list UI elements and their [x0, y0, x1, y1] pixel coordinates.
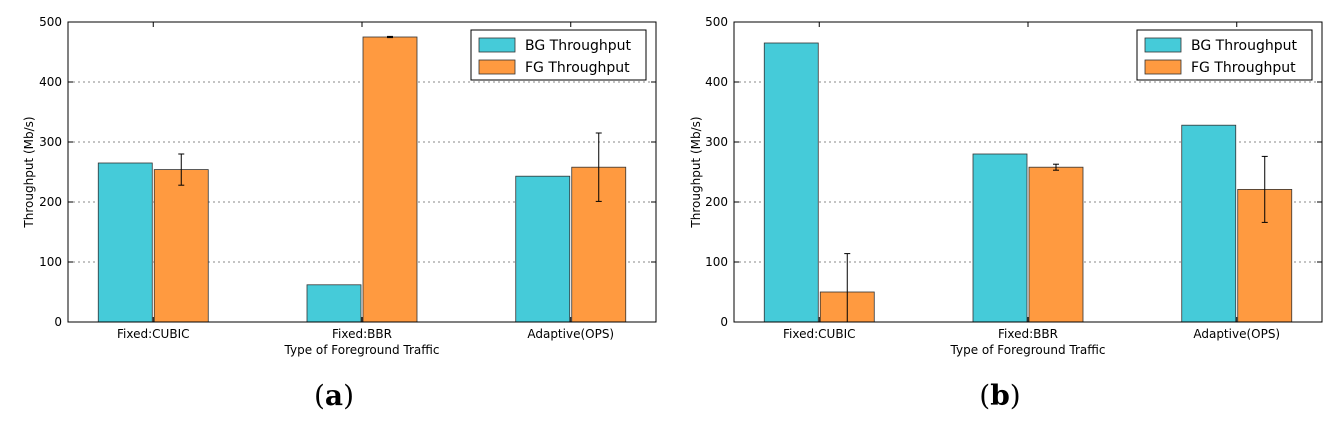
bar-bg-throughput — [1181, 124, 1237, 323]
bar-bg-throughput — [763, 42, 819, 323]
y-tick-label: 400 — [39, 75, 62, 89]
x-axis-label: Type of Foreground Traffic — [950, 343, 1106, 357]
caption-close-paren: ) — [1010, 379, 1021, 412]
y-tick-label: 200 — [705, 195, 728, 209]
y-tick-label: 300 — [39, 135, 62, 149]
x-tick-label: Fixed:BBR — [998, 327, 1058, 341]
bar-fg-throughput — [362, 36, 418, 323]
bar-bg-throughput — [306, 284, 362, 323]
caption-open-paren: ( — [314, 379, 325, 412]
x-tick-label: Fixed:BBR — [332, 327, 392, 341]
bar-fg-throughput — [1028, 166, 1084, 323]
x-tick-label: Fixed:CUBIC — [783, 327, 855, 341]
y-tick-label: 300 — [705, 135, 728, 149]
panel-caption: (a) — [314, 379, 354, 412]
y-tick-label: 400 — [705, 75, 728, 89]
caption-panel-letter: b — [990, 379, 1010, 412]
bar-bg-throughput — [97, 162, 153, 323]
y-tick-label: 100 — [705, 255, 728, 269]
legend-swatch-fg — [1144, 59, 1182, 75]
legend-label-bg: BG Throughput — [1191, 38, 1297, 54]
y-axis-label: Throughput (Mb/s) — [22, 116, 36, 228]
y-tick-label: 200 — [39, 195, 62, 209]
legend-swatch-bg — [478, 37, 516, 53]
y-tick-label: 500 — [39, 15, 62, 29]
caption-panel-letter: a — [325, 379, 343, 412]
bar-fg-throughput — [153, 169, 209, 323]
plot-frame — [733, 21, 1323, 323]
legend-swatch-bg — [1144, 37, 1182, 53]
panel-caption: (b) — [979, 379, 1020, 412]
y-axis-label: Throughput (Mb/s) — [689, 116, 703, 228]
y-tick-label: 0 — [720, 315, 728, 329]
y-tick-label: 0 — [54, 315, 62, 329]
x-tick-label: Fixed:CUBIC — [117, 327, 189, 341]
x-tick-label: Adaptive(OPS) — [527, 327, 614, 341]
bar-bg-throughput — [515, 175, 571, 323]
plot-frame — [67, 21, 657, 323]
legend-label-bg: BG Throughput — [525, 38, 631, 54]
x-tick-label: Adaptive(OPS) — [1193, 327, 1280, 341]
chart-panel-a: 0 100 200 300 400 500 Fixed:CUBIC Fixed:BBR Adap… — [22, 15, 657, 412]
caption-close-paren: ) — [343, 379, 354, 412]
y-tick-label: 100 — [39, 255, 62, 269]
legend-swatch-fg — [478, 59, 516, 75]
chart-panel-b: 0 100 200 300 400 500 Fixed:CUBIC Fixed:BBR Adap… — [689, 15, 1323, 412]
legend-label-fg: FG Throughput — [525, 60, 630, 76]
y-tick-label: 500 — [705, 15, 728, 29]
legend-label-fg: FG Throughput — [1191, 60, 1296, 76]
bar-bg-throughput — [972, 153, 1028, 323]
caption-open-paren: ( — [979, 379, 990, 412]
x-axis-label: Type of Foreground Traffic — [284, 343, 440, 357]
